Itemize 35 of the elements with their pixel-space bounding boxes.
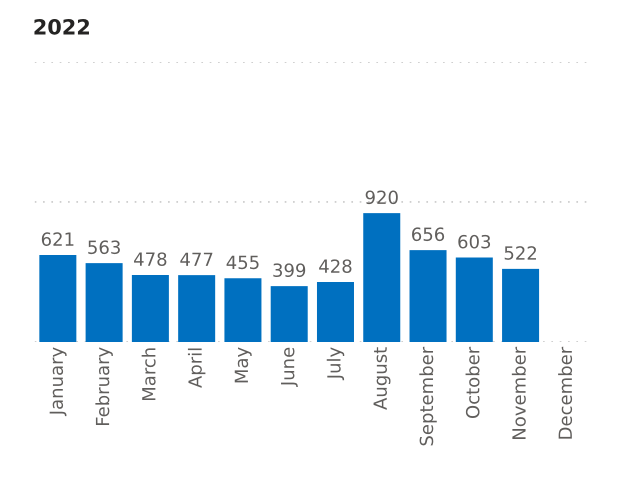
- data-label: 522: [504, 246, 536, 260]
- x-tick-label: January: [50, 347, 67, 416]
- bar: [39, 255, 76, 342]
- bar: [224, 278, 262, 342]
- bar: [178, 275, 216, 342]
- x-tick-label: February: [95, 347, 113, 426]
- bar: [456, 258, 493, 342]
- bar: [270, 286, 308, 342]
- bar: [86, 263, 123, 342]
- x-tick-label: August: [374, 347, 390, 410]
- data-label: 399: [273, 263, 306, 278]
- x-tick-label: June: [281, 348, 298, 388]
- data-label: 428: [319, 259, 352, 273]
- data-label: 920: [366, 190, 398, 204]
- x-tick-label: September: [419, 346, 437, 446]
- x-tick-label: March: [142, 348, 156, 400]
- data-label: 563: [88, 240, 120, 254]
- chart-title: 2022: [34, 18, 89, 35]
- data-label: 656: [412, 227, 444, 242]
- data-label: 603: [458, 234, 490, 248]
- bar: [410, 250, 447, 342]
- data-label: 477: [180, 252, 212, 266]
- bar: [316, 282, 354, 342]
- data-label: 621: [42, 232, 74, 246]
- x-tick-label: May: [234, 347, 252, 382]
- x-tick-label: October: [466, 346, 480, 418]
- bar: [363, 213, 400, 342]
- data-label: 478: [134, 252, 166, 266]
- x-tick-label: December: [558, 346, 572, 439]
- x-tick-label: April: [188, 348, 206, 388]
- bar: [132, 275, 169, 342]
- x-tick-label: November: [512, 346, 526, 439]
- x-tick-label: July: [326, 347, 344, 380]
- data-label: 455: [226, 256, 259, 270]
- bar: [502, 268, 540, 342]
